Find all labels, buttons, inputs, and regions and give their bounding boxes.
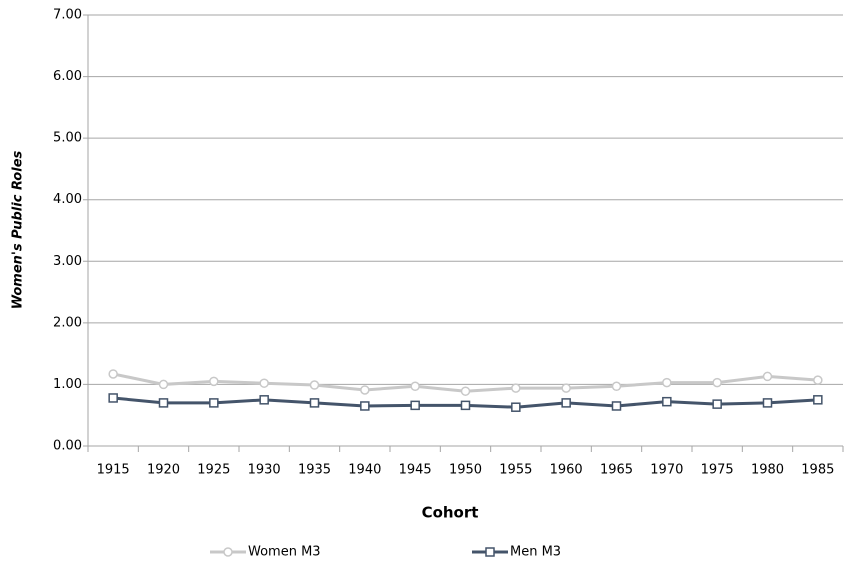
legend-marker	[223, 547, 233, 557]
marker	[259, 395, 269, 405]
x-tick-label: 1945	[399, 463, 432, 478]
marker	[611, 381, 622, 392]
marker	[158, 398, 169, 408]
x-tick-label: 1975	[701, 463, 734, 478]
x-tick-label: 1950	[449, 463, 482, 478]
x-tick-label: 1935	[298, 463, 331, 478]
x-tick-label: 1970	[650, 463, 683, 478]
marker	[309, 398, 320, 408]
x-tick-label: 1920	[147, 463, 180, 478]
marker	[762, 398, 773, 408]
marker	[410, 381, 420, 392]
y-tick-label: 5.00	[53, 131, 82, 146]
marker	[360, 401, 370, 411]
marker	[309, 380, 320, 390]
marker	[813, 395, 823, 405]
y-tick-label: 7.00	[53, 8, 82, 23]
y-tick-label: 0.00	[53, 439, 82, 454]
x-tick-label: 1955	[499, 463, 532, 478]
marker	[611, 401, 622, 411]
x-tick-label: 1960	[550, 463, 583, 478]
y-tick-label: 6.00	[53, 69, 82, 84]
marker	[259, 378, 269, 388]
marker	[460, 400, 471, 411]
legend-label: Men M3	[510, 545, 561, 560]
y-tick-label: 1.00	[53, 377, 82, 392]
marker	[712, 399, 722, 409]
marker	[108, 393, 118, 403]
y-axis-title: Women's Public Roles	[11, 150, 26, 309]
x-tick-label: 1985	[801, 463, 834, 478]
marker	[360, 385, 370, 395]
marker	[662, 396, 672, 407]
marker	[460, 386, 471, 396]
marker	[209, 376, 219, 387]
x-axis-title: Cohort	[422, 504, 479, 522]
y-tick-label: 2.00	[53, 315, 82, 330]
x-tick-label: 1925	[197, 463, 230, 478]
legend-marker	[485, 547, 495, 557]
marker	[158, 379, 169, 390]
x-tick-label: 1940	[348, 463, 381, 478]
x-tick-label: 1915	[97, 463, 130, 478]
legend-label: Women M3	[248, 545, 321, 560]
x-tick-label: 1980	[751, 463, 784, 478]
marker	[561, 398, 571, 408]
marker	[561, 383, 571, 393]
marker	[410, 400, 420, 411]
x-tick-label: 1965	[600, 463, 633, 478]
marker	[511, 383, 521, 393]
marker	[662, 377, 672, 388]
x-tick-label: 1930	[248, 463, 281, 478]
y-tick-label: 3.00	[53, 254, 82, 269]
marker	[712, 377, 722, 388]
marker	[762, 371, 773, 382]
marker	[209, 398, 219, 408]
marker	[108, 369, 118, 379]
marker	[511, 402, 521, 412]
marker	[813, 375, 823, 385]
y-tick-label: 4.00	[53, 192, 82, 207]
